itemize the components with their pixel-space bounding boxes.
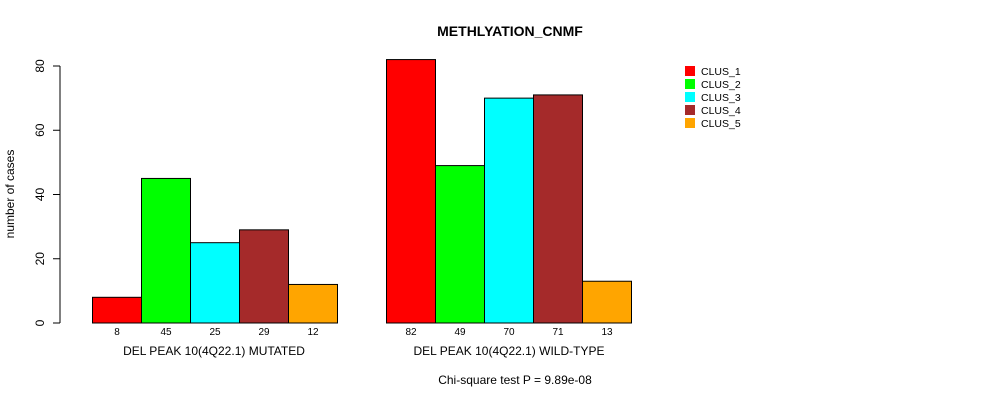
legend-entry: CLUS_1 xyxy=(701,66,741,78)
bar-wild-type-clus-3 xyxy=(484,97,534,324)
chart-title: METHLYATION_CNMF xyxy=(437,23,583,39)
y-tick-label: 0 xyxy=(33,319,47,326)
bar-wild-type-clus-4 xyxy=(533,94,583,324)
group-label-mutated: DEL PEAK 10(4Q22.1) MUTATED xyxy=(123,344,305,358)
legend-entry: CLUS_3 xyxy=(701,92,741,104)
group-label-wild-type: DEL PEAK 10(4Q22.1) WILD-TYPE xyxy=(414,344,605,358)
bar-value-label: 49 xyxy=(454,327,466,338)
y-tick-label: 60 xyxy=(33,123,47,137)
bar-mutated-clus-2 xyxy=(141,177,191,324)
bar-mutated-clus-1 xyxy=(92,296,142,324)
legend-swatch xyxy=(685,105,695,115)
legend-swatch xyxy=(685,92,695,102)
legend-entry: CLUS_5 xyxy=(701,118,741,130)
bar-wild-type-clus-2 xyxy=(435,165,485,324)
legend-swatch xyxy=(685,118,695,128)
legend-swatch xyxy=(685,66,695,76)
y-tick-label: 40 xyxy=(33,188,47,202)
bar-mutated-clus-4 xyxy=(239,229,289,324)
bar-value-labels: 8 45 25 29 12 82 49 70 71 13 xyxy=(114,327,613,338)
y-axis: 0 20 40 60 80 xyxy=(33,59,61,326)
legend-swatch xyxy=(685,79,695,89)
bar-mutated-clus-5 xyxy=(288,283,338,324)
bar-wild-type-clus-5 xyxy=(582,280,632,324)
bar-value-label: 29 xyxy=(258,327,270,338)
bar-value-label: 13 xyxy=(601,327,613,338)
legend-entry: CLUS_2 xyxy=(701,79,741,91)
y-axis-label: number of cases xyxy=(3,150,17,239)
chi-square-footnote: Chi-square test P = 9.89e-08 xyxy=(438,373,592,387)
bars xyxy=(92,59,632,324)
bar-mutated-clus-3 xyxy=(190,242,240,324)
bar-value-label: 71 xyxy=(552,327,564,338)
bar-value-label: 25 xyxy=(209,327,221,338)
y-tick-label: 20 xyxy=(33,252,47,266)
bar-wild-type-clus-1 xyxy=(386,59,436,324)
bar-value-label: 82 xyxy=(405,327,417,338)
bar-value-label: 45 xyxy=(160,327,172,338)
y-tick-label: 80 xyxy=(33,59,47,73)
bar-value-label: 70 xyxy=(503,327,515,338)
bar-value-label: 12 xyxy=(307,327,319,338)
legend-entry: CLUS_4 xyxy=(701,105,741,117)
bar-value-label: 8 xyxy=(114,327,120,338)
